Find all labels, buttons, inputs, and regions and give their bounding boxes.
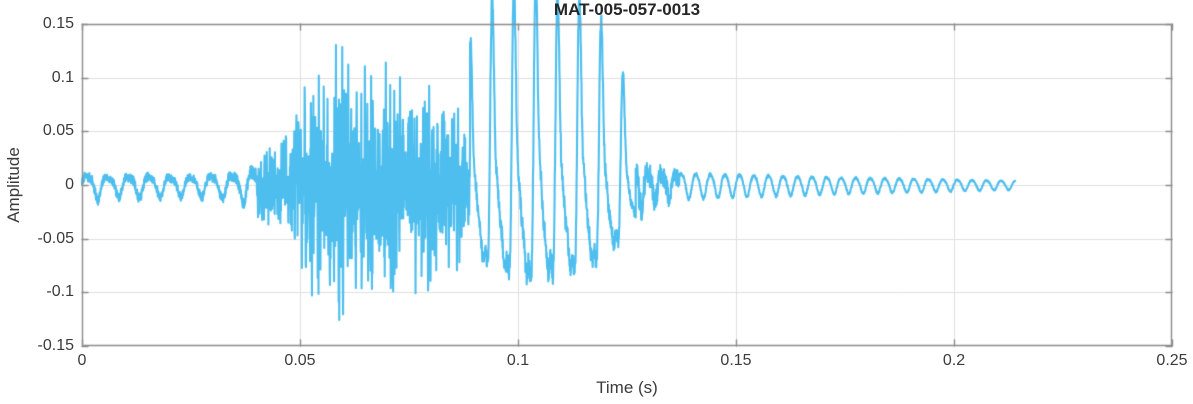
plot-title: MAT-005-057-0013 (553, 0, 701, 19)
y-tick-label: 0 (65, 176, 74, 193)
y-tick-label: 0.15 (42, 15, 74, 32)
x-tick-label: 0 (77, 352, 87, 369)
x-axis-label: Time (s) (596, 378, 658, 397)
x-tick-label: 0.25 (1156, 352, 1188, 369)
x-tick-label: 0.05 (284, 352, 316, 369)
y-tick-label: 0.05 (42, 122, 74, 140)
x-tick-label: 0.2 (942, 352, 966, 369)
y-tick-label: 0.1 (51, 68, 74, 86)
y-tick-label: -0.15 (37, 337, 74, 354)
y-tick-label: -0.05 (37, 229, 74, 247)
x-tick-label: 0.15 (720, 352, 752, 369)
x-tick-label: 0.1 (506, 352, 530, 369)
y-tick-label: -0.1 (46, 283, 74, 301)
